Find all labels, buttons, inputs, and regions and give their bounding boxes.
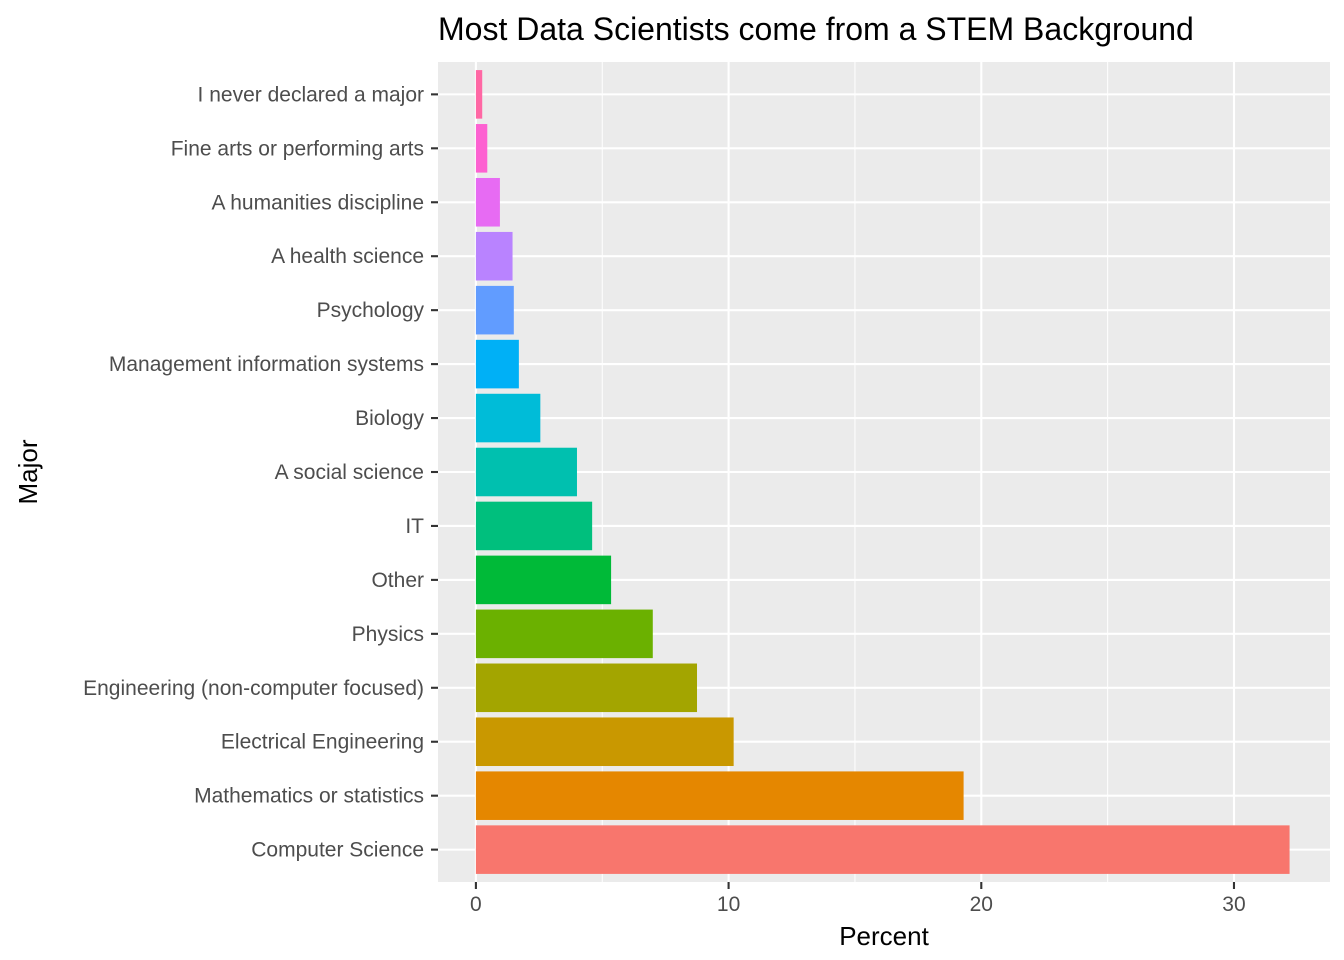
bar bbox=[475, 825, 1290, 874]
x-tick-label: 0 bbox=[470, 893, 482, 916]
x-tick-label: 10 bbox=[717, 893, 740, 916]
bar bbox=[475, 663, 698, 713]
bar bbox=[475, 771, 964, 820]
bar bbox=[475, 555, 612, 605]
y-tick-label: Other bbox=[371, 569, 424, 592]
y-tick-label: A humanities discipline bbox=[212, 191, 424, 214]
bar bbox=[475, 609, 653, 659]
x-axis-title: Percent bbox=[839, 921, 929, 951]
y-tick-label: Computer Science bbox=[251, 839, 424, 862]
bar bbox=[475, 717, 734, 767]
y-tick-label: I never declared a major bbox=[198, 83, 424, 106]
bar bbox=[475, 231, 513, 281]
bar bbox=[475, 177, 500, 227]
y-tick-label: Engineering (non-computer focused) bbox=[83, 677, 424, 700]
y-tick-label: A social science bbox=[275, 461, 424, 484]
x-axis: 0 10 20 30 bbox=[470, 882, 1246, 916]
bar bbox=[475, 339, 519, 389]
y-tick-label: Psychology bbox=[317, 299, 425, 322]
y-axis: Computer Science Mathematics or statistic… bbox=[83, 83, 438, 862]
y-tick-label: Electrical Engineering bbox=[221, 731, 424, 754]
y-axis-title: Major bbox=[13, 439, 43, 504]
y-tick-label: Fine arts or performing arts bbox=[171, 137, 424, 160]
y-tick-label: IT bbox=[405, 515, 424, 538]
bar bbox=[475, 124, 488, 173]
y-tick-label: Physics bbox=[352, 623, 424, 646]
y-tick-label: Management information systems bbox=[109, 353, 424, 376]
x-tick-label: 30 bbox=[1222, 893, 1245, 916]
bar bbox=[475, 70, 483, 119]
chart-title: Most Data Scientists come from a STEM Ba… bbox=[438, 11, 1194, 47]
bars bbox=[475, 70, 1290, 874]
bar bbox=[475, 393, 541, 443]
bar bbox=[475, 285, 514, 335]
y-tick-label: Biology bbox=[355, 407, 424, 430]
x-tick-label: 20 bbox=[970, 893, 993, 916]
bar bbox=[475, 447, 577, 497]
y-tick-label: Mathematics or statistics bbox=[194, 785, 424, 808]
bar bbox=[475, 501, 593, 551]
y-tick-label: A health science bbox=[271, 245, 424, 268]
